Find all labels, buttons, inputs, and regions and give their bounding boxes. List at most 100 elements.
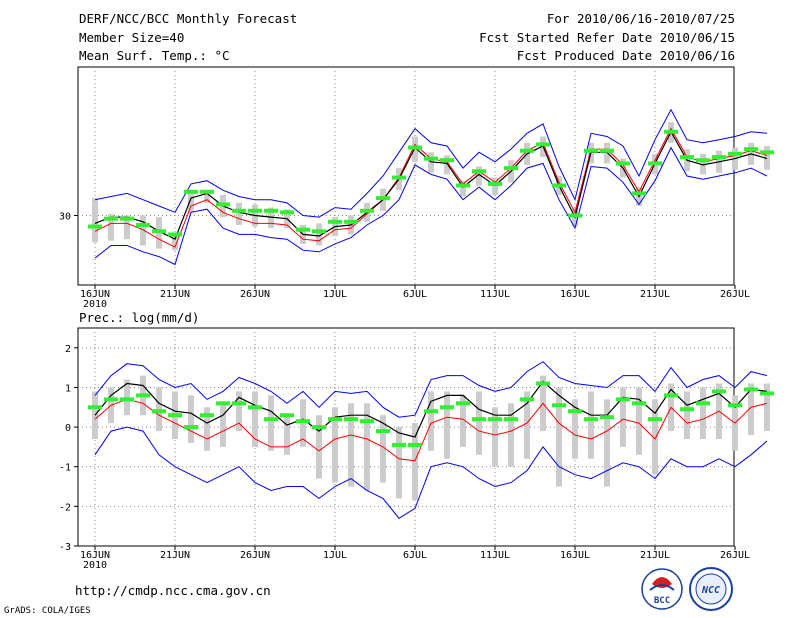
precip-member-bar-8 bbox=[220, 403, 226, 447]
precip-member-bar-24 bbox=[476, 391, 482, 455]
temp-member-bar-2 bbox=[124, 215, 130, 240]
precip-line-lower-bound bbox=[94, 426, 768, 519]
precip-member-bar-10 bbox=[252, 391, 258, 447]
temp-highlight-marker-34 bbox=[632, 191, 646, 196]
temp-highlight-marker-13 bbox=[296, 227, 310, 232]
precip-xtick-label-4: 6JUL bbox=[403, 550, 427, 561]
precip-highlight-marker-11 bbox=[264, 417, 278, 422]
temp-highlight-marker-8 bbox=[216, 202, 230, 207]
temp-member-bar-38 bbox=[700, 153, 706, 175]
temp-highlight-marker-30 bbox=[568, 213, 582, 218]
temp-highlight-marker-16 bbox=[344, 219, 358, 224]
precip-highlight-marker-5 bbox=[168, 413, 182, 418]
precip-highlight-marker-17 bbox=[360, 419, 374, 424]
temp-highlight-marker-22 bbox=[440, 158, 454, 163]
temp-highlight-marker-35 bbox=[648, 161, 662, 166]
precip-member-bar-7 bbox=[204, 407, 210, 451]
precip-member-bar-17 bbox=[364, 403, 370, 491]
temp-highlight-marker-19 bbox=[392, 175, 406, 180]
temp-xtick-label-7: 21JUL bbox=[640, 289, 670, 300]
precip-member-bar-12 bbox=[284, 415, 290, 455]
precip-highlight-marker-4 bbox=[152, 409, 166, 414]
temp-highlight-marker-27 bbox=[520, 148, 534, 153]
temp-xtick-label-2: 26JUN bbox=[240, 289, 270, 300]
precip-highlight-marker-13 bbox=[296, 419, 310, 424]
temp-member-bar-6 bbox=[188, 190, 194, 213]
precip-highlight-marker-12 bbox=[280, 413, 294, 418]
precip-ytick-label-1: 1 bbox=[65, 383, 71, 394]
member-size-label: Member Size=40 bbox=[79, 30, 184, 45]
precip-highlight-marker-8 bbox=[216, 401, 230, 406]
precip-highlight-marker-39 bbox=[712, 389, 726, 394]
temp-xtick-label-3: 1JUL bbox=[323, 289, 347, 300]
precip-highlight-marker-41 bbox=[744, 387, 758, 392]
temp-highlight-marker-2 bbox=[120, 216, 134, 221]
precip-xtick-label-7: 21JUL bbox=[640, 550, 670, 561]
bcc-logo: BCC bbox=[641, 568, 683, 610]
forecast-period: For 2010/06/16-2010/07/25 bbox=[547, 11, 735, 26]
precip-highlight-marker-18 bbox=[376, 429, 390, 434]
temp-line-lower-bound bbox=[94, 146, 768, 266]
precip-member-bar-21 bbox=[428, 391, 434, 451]
precip-member-bar-27 bbox=[524, 391, 530, 459]
temp-member-bar-1 bbox=[108, 213, 114, 241]
precip-highlight-marker-31 bbox=[584, 417, 598, 422]
temp-highlight-marker-1 bbox=[104, 216, 118, 221]
precip-highlight-marker-24 bbox=[472, 417, 486, 422]
precip-xtick-label-6: 16JUL bbox=[560, 550, 590, 561]
temperature-panel: 16JUN 21JUN 26JUN 1JUL 6JUL 11JUL 16JUL 21JUL 26… bbox=[59, 66, 774, 310]
precip-xtick-label-1: 21JUN bbox=[160, 550, 190, 561]
precip-member-bar-14 bbox=[316, 415, 322, 479]
temp-highlight-marker-28 bbox=[536, 142, 550, 147]
precip-member-bar-38 bbox=[700, 387, 706, 439]
temp-member-bar-25 bbox=[492, 177, 498, 195]
precip-highlight-marker-25 bbox=[488, 417, 502, 422]
precip-highlight-marker-40 bbox=[728, 403, 742, 408]
precip-member-bar-18 bbox=[380, 415, 386, 483]
precip-member-bar-31 bbox=[588, 391, 594, 459]
chart-title: DERF/NCC/BCC Monthly Forecast bbox=[79, 11, 297, 26]
precip-member-bar-34 bbox=[636, 387, 642, 455]
temp-xtick-label-5: 11JUL bbox=[480, 289, 510, 300]
precip-ytick-label-0: 2 bbox=[65, 344, 71, 355]
temp-highlight-marker-20 bbox=[408, 145, 422, 150]
precip-highlight-marker-26 bbox=[504, 417, 518, 422]
temp-highlight-marker-4 bbox=[152, 229, 166, 234]
precip-member-bar-15 bbox=[332, 407, 338, 483]
temp-highlight-marker-40 bbox=[728, 151, 742, 156]
temp-highlight-marker-12 bbox=[280, 210, 294, 215]
precip-highlight-marker-29 bbox=[552, 403, 566, 408]
precip-member-bar-26 bbox=[508, 403, 514, 467]
precip-xtick-label-3: 1JUL bbox=[323, 550, 347, 561]
precip-member-bar-11 bbox=[268, 395, 274, 451]
precip-highlight-marker-38 bbox=[696, 401, 710, 406]
precip-member-bar-30 bbox=[572, 399, 578, 459]
temp-member-bar-11 bbox=[268, 207, 274, 229]
temperature-grid bbox=[78, 67, 734, 285]
precip-highlight-marker-36 bbox=[664, 393, 678, 398]
precip-member-bar-6 bbox=[188, 395, 194, 443]
precip-highlight-marker-22 bbox=[440, 405, 454, 410]
precip-highlight-marker-34 bbox=[632, 401, 646, 406]
precip-member-bar-37 bbox=[684, 391, 690, 439]
precip-member-bar-22 bbox=[444, 391, 450, 459]
temp-highlight-marker-42 bbox=[760, 150, 774, 155]
precip-highlight-marker-1 bbox=[104, 397, 118, 402]
temp-member-bar-9 bbox=[236, 202, 242, 225]
temp-xtick-label-4: 6JUL bbox=[403, 289, 427, 300]
precip-line-ensemble-mean bbox=[94, 380, 768, 438]
ncc-logo-inner bbox=[695, 573, 727, 605]
precip-member-bar-29 bbox=[556, 387, 562, 487]
bcc-logo-wave bbox=[649, 584, 675, 591]
precip-highlight-marker-6 bbox=[184, 425, 198, 430]
temp-highlight-marker-5 bbox=[168, 232, 182, 237]
temp-highlight-marker-39 bbox=[712, 155, 726, 160]
temp-highlight-marker-36 bbox=[664, 129, 678, 134]
temp-member-bar-22 bbox=[444, 155, 450, 175]
temp-highlight-marker-32 bbox=[600, 148, 614, 153]
temp-member-bar-0 bbox=[92, 198, 98, 243]
precip-highlight-marker-14 bbox=[312, 425, 326, 430]
temp-ytick-label-0: 30 bbox=[59, 211, 71, 222]
precip-highlight-markers bbox=[88, 381, 774, 447]
